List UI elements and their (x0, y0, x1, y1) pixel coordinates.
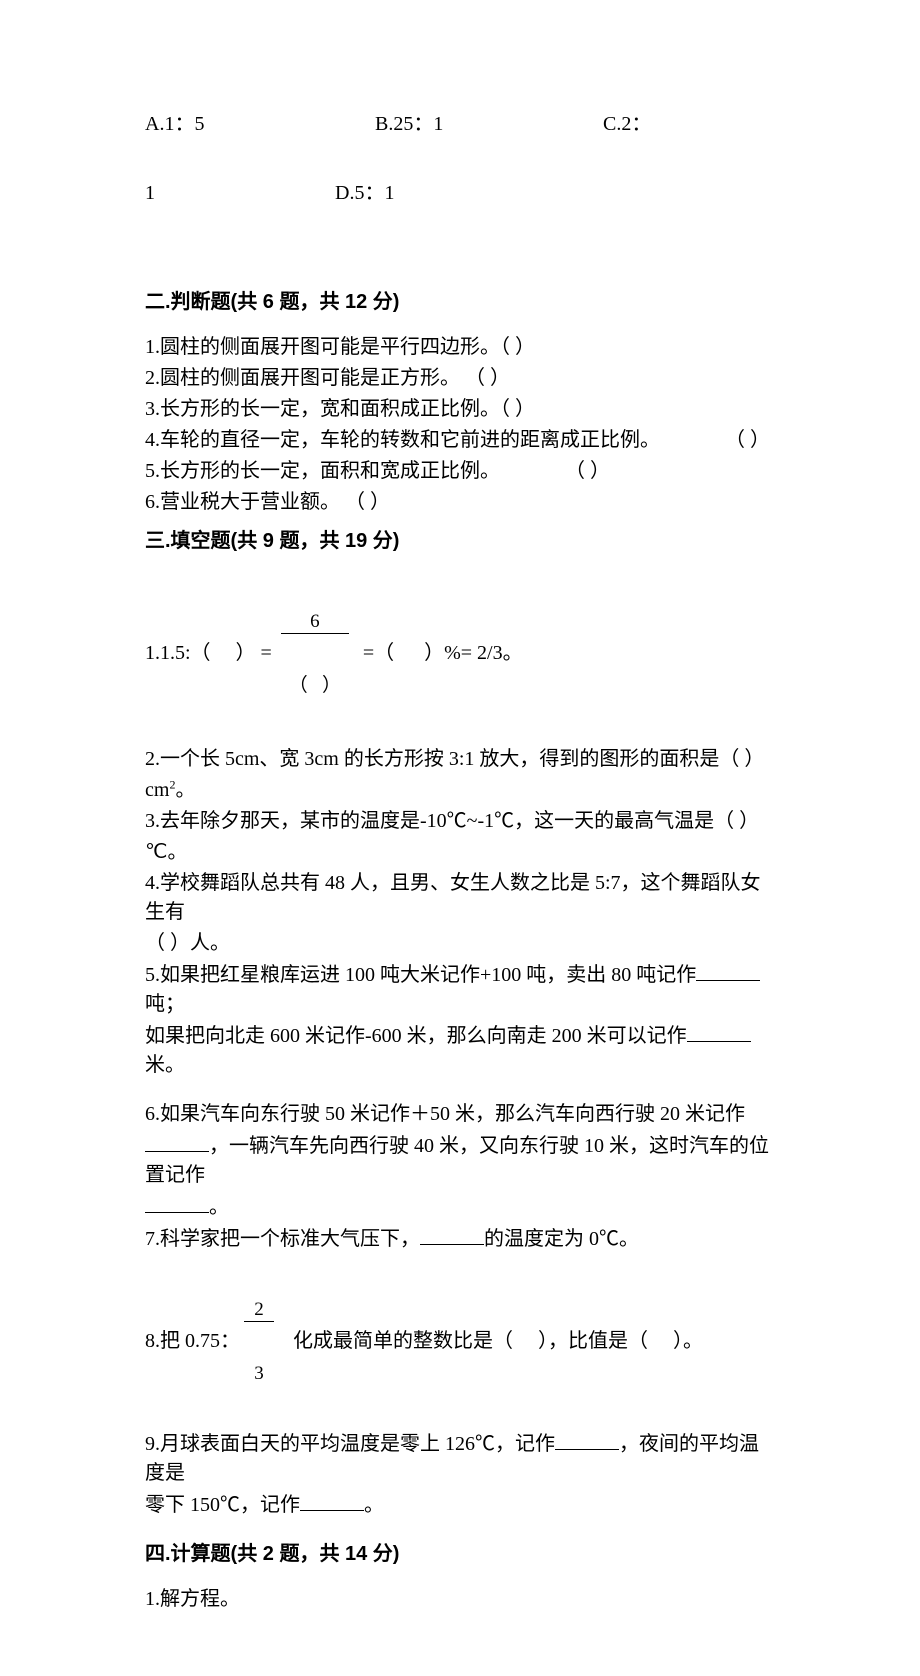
fill-q9-line2: 零下 150℃，记作 。 (145, 1490, 770, 1520)
judge-q5-tail: （ ） (565, 457, 610, 486)
judge-q1: 1.圆柱的侧面展开图可能是平行四边形。（ ） (145, 333, 770, 362)
judge-q1-text: 1.圆柱的侧面展开图可能是平行四边形。（ ） (145, 333, 535, 362)
document-page: A.1：5 B.25：1 C.2： 1 D.5：1 二.判断题(共 6 题，共 … (0, 0, 920, 1676)
judge-q4: 4.车轮的直径一定，车轮的转数和它前进的距离成正比例。 （ ） (145, 426, 770, 455)
judge-q6: 6.营业税大于营业额。 （ ） (145, 488, 770, 517)
option-c-tail: 1 (145, 179, 335, 208)
option-row-2: 1 D.5：1 (145, 179, 770, 208)
calc-q1: 1.解方程。 (145, 1585, 770, 1614)
judge-q5: 5.长方形的长一定，面积和宽成正比例。 （ ） (145, 457, 770, 486)
judge-q5-text: 5.长方形的长一定，面积和宽成正比例。 (145, 457, 525, 486)
judge-q2-text: 2.圆柱的侧面展开图可能是正方形。 （ ） (145, 364, 510, 393)
fill-q5-l2-pre: 如果把向北走 600 米记作-600 米，那么向南走 200 米可以记作 (145, 1025, 687, 1047)
blank-underline (420, 1224, 484, 1245)
fill-q5-l1-pre: 5.如果把红星粮库运进 100 吨大米记作+100 吨，卖出 80 吨记作 (145, 964, 696, 986)
judge-q4-tail: （ ） (725, 426, 770, 455)
fill-q2-line1: 2.一个长 5cm、宽 3cm 的长方形按 3:1 放大，得到的图形的面积是（ … (145, 745, 770, 774)
option-d: D.5：1 (335, 179, 394, 208)
fill-q8-pre: 8.把 0.75： (145, 1327, 240, 1356)
fill-q8-frac: 2 3 (244, 1260, 274, 1423)
fill-q5-l2-post: 米。 (145, 1054, 185, 1076)
fill-q2-line2: cm2。 (145, 776, 770, 805)
fill-q7: 7.科学家把一个标准大气压下， 的温度定为 0℃。 (145, 1224, 770, 1254)
judge-q3-text: 3.长方形的长一定，宽和面积成正比例。（ ） (145, 395, 535, 424)
fill-q5-l1-post: 吨； (145, 993, 185, 1015)
judge-q6-text: 6.营业税大于营业额。 （ ） (145, 488, 390, 517)
section-fill-title: 三.填空题(共 9 题，共 19 分) (145, 527, 770, 556)
fill-q1-prefix: 1.1.5:（ ） = (145, 639, 277, 668)
fill-q3-line2: ℃。 (145, 838, 770, 867)
fill-q7-post: 的温度定为 0℃。 (484, 1228, 639, 1250)
fill-q6-l2-post: ，一辆汽车先向西行驶 40 米，又向东行驶 10 米，这时汽车的位置记作 (145, 1135, 769, 1186)
fill-q6-line3: 。 (145, 1192, 770, 1222)
fill-q3-line1: 3.去年除夕那天，某市的温度是-10℃~-1℃，这一天的最高气温是（ ） (145, 807, 770, 836)
fill-q9-l1-pre: 9.月球表面白天的平均温度是零上 126℃，记作 (145, 1433, 555, 1455)
fill-q6-line2: ，一辆汽车先向西行驶 40 米，又向东行驶 10 米，这时汽车的位置记作 (145, 1131, 770, 1190)
fill-q8: 8.把 0.75： 2 3 化成最简单的整数比是（ ），比值是（ ）。 (145, 1260, 770, 1423)
fill-q8-post: 化成最简单的整数比是（ ），比值是（ ）。 (278, 1327, 703, 1356)
fill-q9-line1: 9.月球表面白天的平均温度是零上 126℃，记作，夜间的平均温度是 (145, 1429, 770, 1488)
fill-q4-line2: （ ）人。 (145, 929, 770, 958)
fill-q5-line1: 5.如果把红星粮库运进 100 吨大米记作+100 吨，卖出 80 吨记作吨； (145, 960, 770, 1019)
fill-q8-frac-num: 2 (244, 1300, 274, 1322)
judge-q2: 2.圆柱的侧面展开图可能是正方形。 （ ） (145, 364, 770, 393)
blank-underline (300, 1490, 364, 1511)
blank-underline (555, 1429, 619, 1450)
fill-q1-frac-den: （ ） (281, 674, 349, 695)
fill-q5-line2: 如果把向北走 600 米记作-600 米，那么向南走 200 米可以记作米。 (145, 1021, 770, 1080)
fill-q9-l2-post: 。 (364, 1494, 384, 1516)
fill-q6-l3-post: 。 (209, 1196, 229, 1218)
fill-q7-pre: 7.科学家把一个标准大气压下， (145, 1228, 420, 1250)
fill-q6-line1: 6.如果汽车向东行驶 50 米记作＋50 米，那么汽车向西行驶 20 米记作 (145, 1100, 770, 1129)
option-c: C.2： (603, 110, 651, 139)
fill-q4-line1: 4.学校舞蹈队总共有 48 人，且男、女生人数之比是 5:7，这个舞蹈队女生有 (145, 869, 770, 927)
option-row-1: A.1：5 B.25：1 C.2： (145, 110, 770, 139)
blank-underline (145, 1131, 209, 1152)
fill-q9-l2-pre: 零下 150℃，记作 (145, 1494, 300, 1516)
fill-q8-frac-den: 3 (244, 1362, 274, 1383)
section-calc-title: 四.计算题(共 2 题，共 14 分) (145, 1540, 770, 1569)
fill-q1: 1.1.5:（ ） = 6 （ ） =（ ）%= 2/3。 (145, 572, 770, 735)
section-judge-body: 1.圆柱的侧面展开图可能是平行四边形。（ ） 2.圆柱的侧面展开图可能是正方形。… (145, 333, 770, 517)
fill-q1-frac: 6 （ ） (281, 572, 349, 735)
judge-q4-text: 4.车轮的直径一定，车轮的转数和它前进的距离成正比例。 (145, 426, 660, 455)
option-b: B.25：1 (375, 110, 603, 139)
section-judge-title: 二.判断题(共 6 题，共 12 分) (145, 288, 770, 317)
fill-q2-unit-pre: cm (145, 779, 169, 801)
blank-underline (696, 960, 760, 981)
fill-q2-unit-post: 。 (175, 779, 195, 801)
option-a: A.1：5 (145, 110, 375, 139)
fill-q1-suffix: =（ ）%= 2/3。 (353, 639, 523, 668)
judge-q3: 3.长方形的长一定，宽和面积成正比例。（ ） (145, 395, 770, 424)
blank-underline (687, 1021, 751, 1042)
blank-underline (145, 1192, 209, 1213)
fill-q1-frac-num: 6 (281, 612, 349, 634)
